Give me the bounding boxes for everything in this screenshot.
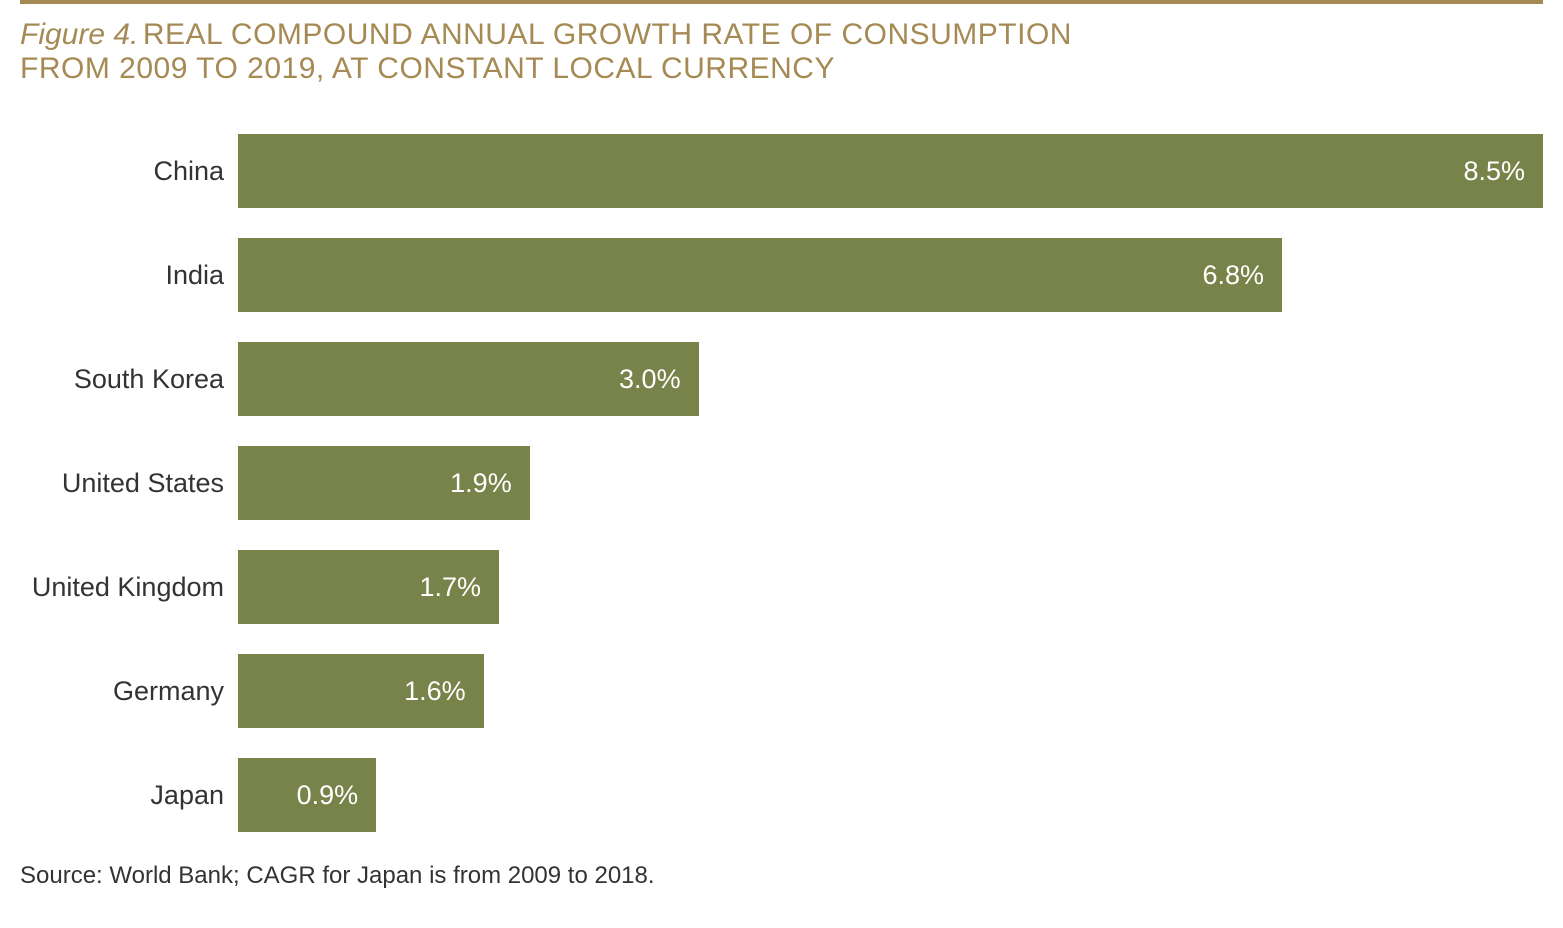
chart-area: China 8.5% India 6.8% South Korea 3.0% United … xyxy=(20,134,1543,832)
bar-category-label: India xyxy=(20,260,238,291)
bar-fill: 6.8% xyxy=(238,238,1282,312)
bar-value-label: 1.6% xyxy=(404,676,466,707)
bar-track: 1.6% xyxy=(238,654,1543,728)
bar-track: 1.9% xyxy=(238,446,1543,520)
bar-fill: 8.5% xyxy=(238,134,1543,208)
bar-value-label: 1.7% xyxy=(419,572,481,603)
bar-row: South Korea 3.0% xyxy=(20,342,1543,416)
bar-track: 3.0% xyxy=(238,342,1543,416)
chart-container: Figure 4. REAL COMPOUND ANNUAL GROWTH RA… xyxy=(0,0,1563,928)
bar-fill: 1.7% xyxy=(238,550,499,624)
bar-category-label: Germany xyxy=(20,676,238,707)
bar-row: United Kingdom 1.7% xyxy=(20,550,1543,624)
bar-track: 6.8% xyxy=(238,238,1543,312)
source-line: Source: World Bank; CAGR for Japan is fr… xyxy=(20,862,1543,890)
top-rule xyxy=(20,0,1543,4)
bar-row: Germany 1.6% xyxy=(20,654,1543,728)
bar-category-label: United Kingdom xyxy=(20,572,238,603)
bar-value-label: 0.9% xyxy=(297,780,359,811)
bar-fill: 1.9% xyxy=(238,446,530,520)
bar-row: India 6.8% xyxy=(20,238,1543,312)
bar-value-label: 1.9% xyxy=(450,468,512,499)
bar-fill: 3.0% xyxy=(238,342,699,416)
title-block: Figure 4. REAL COMPOUND ANNUAL GROWTH RA… xyxy=(20,18,1543,86)
bar-fill: 1.6% xyxy=(238,654,484,728)
bar-value-label: 8.5% xyxy=(1463,156,1525,187)
bar-value-label: 3.0% xyxy=(619,364,681,395)
bar-value-label: 6.8% xyxy=(1202,260,1264,291)
title-line-2: FROM 2009 TO 2019, AT CONSTANT LOCAL CUR… xyxy=(20,52,835,85)
bar-track: 8.5% xyxy=(238,134,1543,208)
bar-track: 0.9% xyxy=(238,758,1543,832)
bar-category-label: Japan xyxy=(20,780,238,811)
title-line-1: REAL COMPOUND ANNUAL GROWTH RATE OF CONS… xyxy=(143,18,1072,51)
bar-row: United States 1.9% xyxy=(20,446,1543,520)
bar-row: Japan 0.9% xyxy=(20,758,1543,832)
bar-category-label: United States xyxy=(20,468,238,499)
bar-track: 1.7% xyxy=(238,550,1543,624)
figure-label: Figure 4. xyxy=(20,18,138,51)
bar-row: China 8.5% xyxy=(20,134,1543,208)
bar-category-label: China xyxy=(20,156,238,187)
bar-category-label: South Korea xyxy=(20,364,238,395)
bar-fill: 0.9% xyxy=(238,758,376,832)
